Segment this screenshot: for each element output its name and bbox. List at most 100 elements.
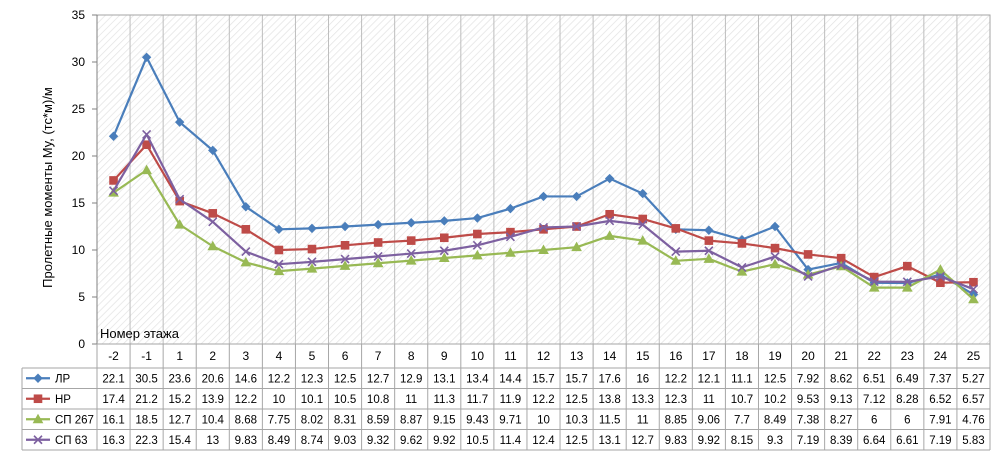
data-label: 9.92 [433,435,455,447]
data-label: 12.5 [565,394,587,406]
x-tick-label: 8 [408,349,415,363]
legend-entry: ЛР [26,373,71,385]
data-label: 11.3 [434,394,456,406]
data-label: 8.31 [334,414,356,426]
data-point [307,257,317,267]
data-point [142,140,151,150]
data-label: 10.5 [466,435,488,447]
data-label: 12.5 [334,373,356,385]
data-label: 9.06 [698,414,720,426]
data-point [372,257,384,268]
data-label: 13.4 [466,373,489,385]
data-point [704,246,714,256]
data-label: 7.7 [734,414,750,426]
data-label: 8.49 [268,435,290,447]
data-label: 17.6 [598,373,620,385]
data-label: 6 [871,414,877,426]
x-tick-label: 21 [834,349,848,363]
data-point [273,265,285,276]
data-point [108,186,119,196]
data-point [505,203,516,214]
data-point [869,277,879,287]
data-point [406,218,416,228]
data-label: 6.64 [863,435,886,447]
data-table: -2 -1 1 2 3 4 5 6 7 8 9 10 11 12 13 14 15 16 17 18 19 20 21 22 2… [21,343,991,451]
data-label: 15.7 [532,373,554,385]
x-tick-label: -2 [108,349,119,363]
data-point [538,244,549,254]
data-point [538,222,549,233]
y-tick-label: 15 [72,196,86,210]
data-label: 15.7 [565,373,587,385]
data-point [968,284,979,294]
data-label: 9.71 [499,414,521,426]
data-label: 10.4 [202,414,225,426]
series-layer [108,52,979,304]
data-point [472,240,482,250]
data-point [936,278,945,288]
data-point [33,435,43,445]
data-point [274,259,284,269]
data-point [373,219,383,230]
data-point [935,264,946,274]
x-tick-label: 17 [702,349,716,363]
data-label: 8.02 [301,414,323,426]
data-label: 8.39 [830,435,852,447]
data-label: 7.38 [797,414,819,426]
x-tick-label: 14 [603,349,617,363]
legend-entry: СП 267 [26,413,94,426]
data-label: 11.7 [467,394,489,406]
data-label: 10 [537,414,550,426]
data-label: 8.62 [830,373,852,385]
data-label: 7.37 [929,373,951,385]
x-tick-label: 15 [636,349,650,363]
data-label: 13.1 [433,373,455,385]
data-label: 5.27 [962,373,984,385]
data-point [406,249,416,259]
x-tick-label: 12 [537,349,551,363]
data-label: 6.57 [962,394,984,406]
x-tick-label: 13 [570,349,584,363]
x-tick-label: 4 [276,349,283,363]
data-label: 7.92 [797,373,819,385]
data-label: 8.85 [665,414,687,426]
plot-background [97,15,990,344]
data-label: 16 [636,373,649,385]
data-point [240,256,252,267]
data-point [439,233,449,243]
x-tick-label: 9 [441,349,448,363]
data-point [572,221,582,232]
data-point [373,238,383,247]
data-label: 7.75 [268,414,290,426]
data-point [108,131,119,141]
series-СП 63 [108,129,979,294]
x-tick-label: 3 [242,349,249,363]
data-point [109,176,118,185]
data-point [670,255,682,265]
data-label: 11.4 [500,435,522,447]
y-tick-label: 20 [72,149,86,163]
data-point [438,252,450,262]
data-label: 8.49 [764,414,786,426]
x-tick-label: 24 [934,349,948,363]
data-label: 12.7 [632,435,654,447]
x-tick-label: 22 [868,349,882,363]
data-point [737,239,747,248]
data-label: 16.1 [102,414,124,426]
data-label: 11.9 [500,394,522,406]
data-point [141,164,152,175]
data-label: 13.9 [202,394,224,406]
data-point [671,224,681,233]
data-label: 20.6 [202,373,224,385]
data-label: 12.2 [268,373,290,385]
data-label: 12.2 [665,373,687,385]
data-point [340,241,350,250]
legend-label: ЛР [55,373,71,385]
data-point [803,250,813,259]
data-label: 8.28 [896,394,918,406]
data-point [208,209,218,218]
data-point [737,262,747,272]
data-label: 12.9 [400,373,422,385]
data-point [769,258,781,269]
